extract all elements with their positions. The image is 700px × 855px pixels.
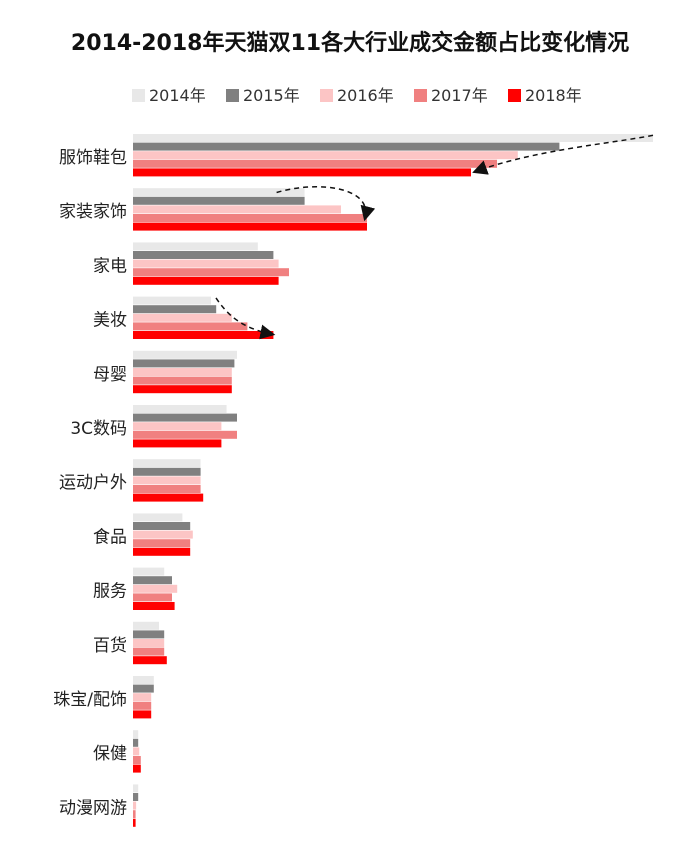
bar-3-4 bbox=[133, 331, 274, 339]
bar-10-4 bbox=[133, 710, 152, 719]
bar-3-0 bbox=[133, 296, 211, 305]
category-label-11: 保健 bbox=[93, 744, 127, 764]
bar-1-1 bbox=[133, 196, 305, 205]
bar-7-4 bbox=[133, 547, 191, 556]
chart-title: 2014-2018年天猫双11各大行业成交金额占比变化情况 bbox=[71, 30, 629, 56]
category-label-5: 3C数码 bbox=[70, 419, 127, 439]
bar-1-3 bbox=[133, 214, 367, 222]
bar-1-0 bbox=[133, 188, 305, 197]
bar-8-1 bbox=[133, 576, 172, 585]
bar-4-3 bbox=[133, 376, 232, 385]
annotation-arrows bbox=[215, 134, 654, 340]
bar-series-group bbox=[133, 134, 653, 827]
bar-4-4 bbox=[133, 385, 232, 394]
bar-10-2 bbox=[133, 693, 152, 702]
bar-9-0 bbox=[133, 621, 159, 630]
bar-12-1 bbox=[133, 793, 139, 801]
legend-label-2: 2016年 bbox=[337, 86, 394, 105]
legend-label-1: 2015年 bbox=[243, 86, 300, 105]
bar-5-3 bbox=[133, 430, 237, 439]
bar-2-4 bbox=[133, 276, 279, 285]
bar-4-0 bbox=[133, 350, 237, 359]
bar-1-4 bbox=[133, 222, 367, 231]
bar-0-1 bbox=[133, 142, 560, 151]
bar-10-0 bbox=[133, 676, 154, 684]
bar-0-3 bbox=[133, 159, 497, 168]
legend-swatch-0 bbox=[132, 89, 145, 102]
legend-swatch-1 bbox=[226, 89, 239, 102]
bar-9-2 bbox=[133, 639, 165, 647]
bar-4-1 bbox=[133, 359, 235, 368]
bar-5-4 bbox=[133, 439, 222, 448]
legend-label-4: 2018年 bbox=[525, 86, 582, 105]
bar-3-1 bbox=[133, 305, 217, 314]
arrow-cosmetics bbox=[215, 297, 276, 340]
category-label-6: 运动户外 bbox=[59, 473, 127, 493]
bar-7-0 bbox=[133, 513, 183, 522]
bar-0-4 bbox=[133, 168, 471, 177]
bar-4-2 bbox=[133, 368, 232, 376]
legend-label-3: 2017年 bbox=[431, 86, 488, 105]
bar-7-2 bbox=[133, 530, 193, 539]
bar-9-1 bbox=[133, 630, 165, 639]
bar-5-2 bbox=[133, 422, 222, 431]
bar-5-0 bbox=[133, 405, 227, 413]
bar-6-0 bbox=[133, 459, 201, 468]
bar-6-1 bbox=[133, 467, 201, 476]
arrow-apparel bbox=[472, 134, 654, 175]
bar-11-2 bbox=[133, 747, 140, 756]
bar-2-1 bbox=[133, 251, 274, 259]
bar-5-1 bbox=[133, 413, 237, 422]
bar-12-4 bbox=[133, 818, 136, 827]
bar-11-4 bbox=[133, 764, 141, 773]
bar-8-4 bbox=[133, 602, 175, 610]
bar-2-2 bbox=[133, 259, 279, 268]
chart-legend: 2014年 2015年 2016年 2017年 2018年 bbox=[132, 86, 582, 105]
bar-1-2 bbox=[133, 205, 341, 214]
bar-12-0 bbox=[133, 784, 139, 793]
category-label-1: 家装家饰 bbox=[59, 202, 127, 222]
bar-11-0 bbox=[133, 730, 139, 739]
bar-2-0 bbox=[133, 242, 258, 251]
category-label-10: 珠宝/配饰 bbox=[53, 690, 127, 710]
legend-swatch-2 bbox=[320, 89, 333, 102]
category-label-8: 服务 bbox=[93, 582, 127, 602]
bar-7-1 bbox=[133, 522, 191, 530]
bar-6-2 bbox=[133, 476, 201, 485]
legend-label-0: 2014年 bbox=[149, 86, 206, 105]
category-label-2: 家电 bbox=[93, 256, 127, 276]
category-label-7: 食品 bbox=[93, 527, 127, 547]
bar-8-3 bbox=[133, 593, 172, 602]
bar-8-2 bbox=[133, 584, 178, 593]
bar-7-3 bbox=[133, 539, 191, 548]
bar-9-4 bbox=[133, 656, 167, 665]
bar-10-1 bbox=[133, 684, 154, 693]
bar-12-3 bbox=[133, 810, 136, 819]
bar-3-3 bbox=[133, 322, 248, 331]
bar-3-2 bbox=[133, 313, 232, 322]
category-label-3: 美妆 bbox=[93, 311, 127, 331]
bar-2-3 bbox=[133, 268, 289, 277]
bar-0-2 bbox=[133, 151, 518, 160]
category-label-0: 服饰鞋包 bbox=[59, 148, 127, 168]
bar-9-3 bbox=[133, 647, 165, 656]
bar-11-3 bbox=[133, 756, 141, 764]
bar-6-3 bbox=[133, 485, 201, 493]
legend-swatch-3 bbox=[414, 89, 427, 102]
category-label-12: 动漫网游 bbox=[59, 798, 127, 818]
bar-8-0 bbox=[133, 567, 165, 576]
category-label-9: 百货 bbox=[93, 636, 127, 656]
bar-11-1 bbox=[133, 738, 139, 747]
bar-6-4 bbox=[133, 493, 204, 502]
bar-0-0 bbox=[133, 134, 653, 142]
bar-12-2 bbox=[133, 801, 137, 810]
bar-10-3 bbox=[133, 701, 152, 710]
legend-swatch-4 bbox=[508, 89, 521, 102]
category-label-4: 母婴 bbox=[93, 365, 127, 385]
